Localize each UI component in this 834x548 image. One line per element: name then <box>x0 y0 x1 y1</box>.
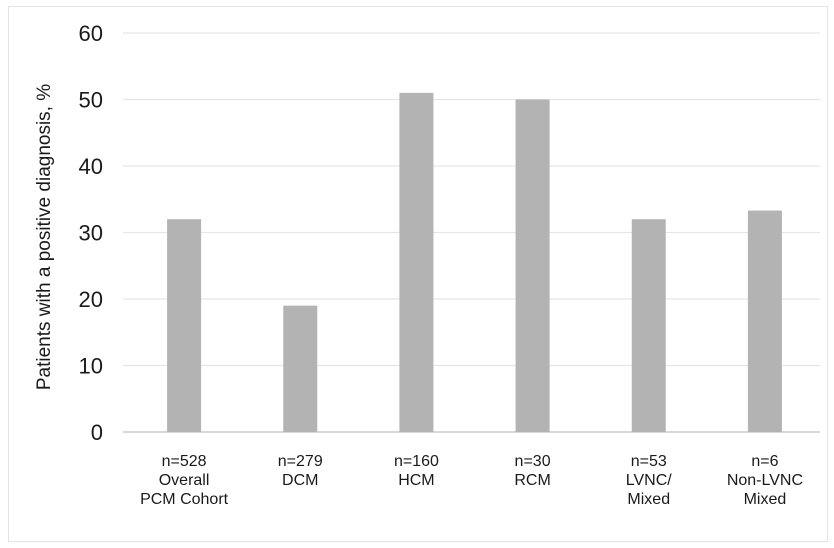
x-category-label-line: HCM <box>398 472 434 489</box>
x-category-label: n=6 Non-LVNC Mixed <box>727 453 803 508</box>
x-category-label: n=30 RCM <box>514 453 550 489</box>
bar <box>515 99 550 432</box>
bars <box>167 92 782 432</box>
x-category-label: n=528 Overall PCM Cohort <box>140 453 229 508</box>
x-category-label-line: PCM Cohort <box>140 491 229 508</box>
bar <box>747 210 782 432</box>
x-category-label-line: RCM <box>514 472 550 489</box>
y-tick-label: 60 <box>79 21 103 46</box>
x-category-label-line: Overall <box>159 472 210 489</box>
y-tick-label: 30 <box>79 221 103 246</box>
y-tick-label: 40 <box>79 154 103 179</box>
x-category-label-line: Non-LVNC <box>727 472 803 489</box>
y-tick-label: 10 <box>79 354 103 379</box>
bar <box>399 92 434 432</box>
bar <box>167 219 202 432</box>
x-category-label-line: DCM <box>282 472 318 489</box>
x-category-label-line: n=30 <box>515 453 551 470</box>
y-axis-label: Patients with a positive diagnosis, % <box>34 84 55 390</box>
bar <box>631 219 666 432</box>
y-axis-ticks: 0 10 20 30 40 50 60 <box>79 21 103 445</box>
x-category-label: n=53 LVNC/Mixed <box>626 453 672 508</box>
x-category-label-line: Mixed <box>627 491 670 508</box>
gridlines <box>123 32 820 433</box>
y-tick-label: 0 <box>91 420 103 445</box>
y-tick-label: 20 <box>79 287 103 312</box>
x-category-label: n=279 DCM <box>278 453 323 489</box>
y-tick-label: 50 <box>79 88 103 113</box>
bar <box>283 305 318 432</box>
x-category-label-line: n=528 <box>162 453 207 470</box>
x-category-label-line: Mixed <box>744 491 787 508</box>
x-category-label: n=160 HCM <box>394 453 439 489</box>
x-category-label-line: LVNC/ <box>626 472 672 489</box>
x-category-label-line: n=279 <box>278 453 323 470</box>
x-category-label-line: n=6 <box>751 453 778 470</box>
x-category-label-line: n=53 <box>631 453 667 470</box>
x-category-label-line: n=160 <box>394 453 439 470</box>
